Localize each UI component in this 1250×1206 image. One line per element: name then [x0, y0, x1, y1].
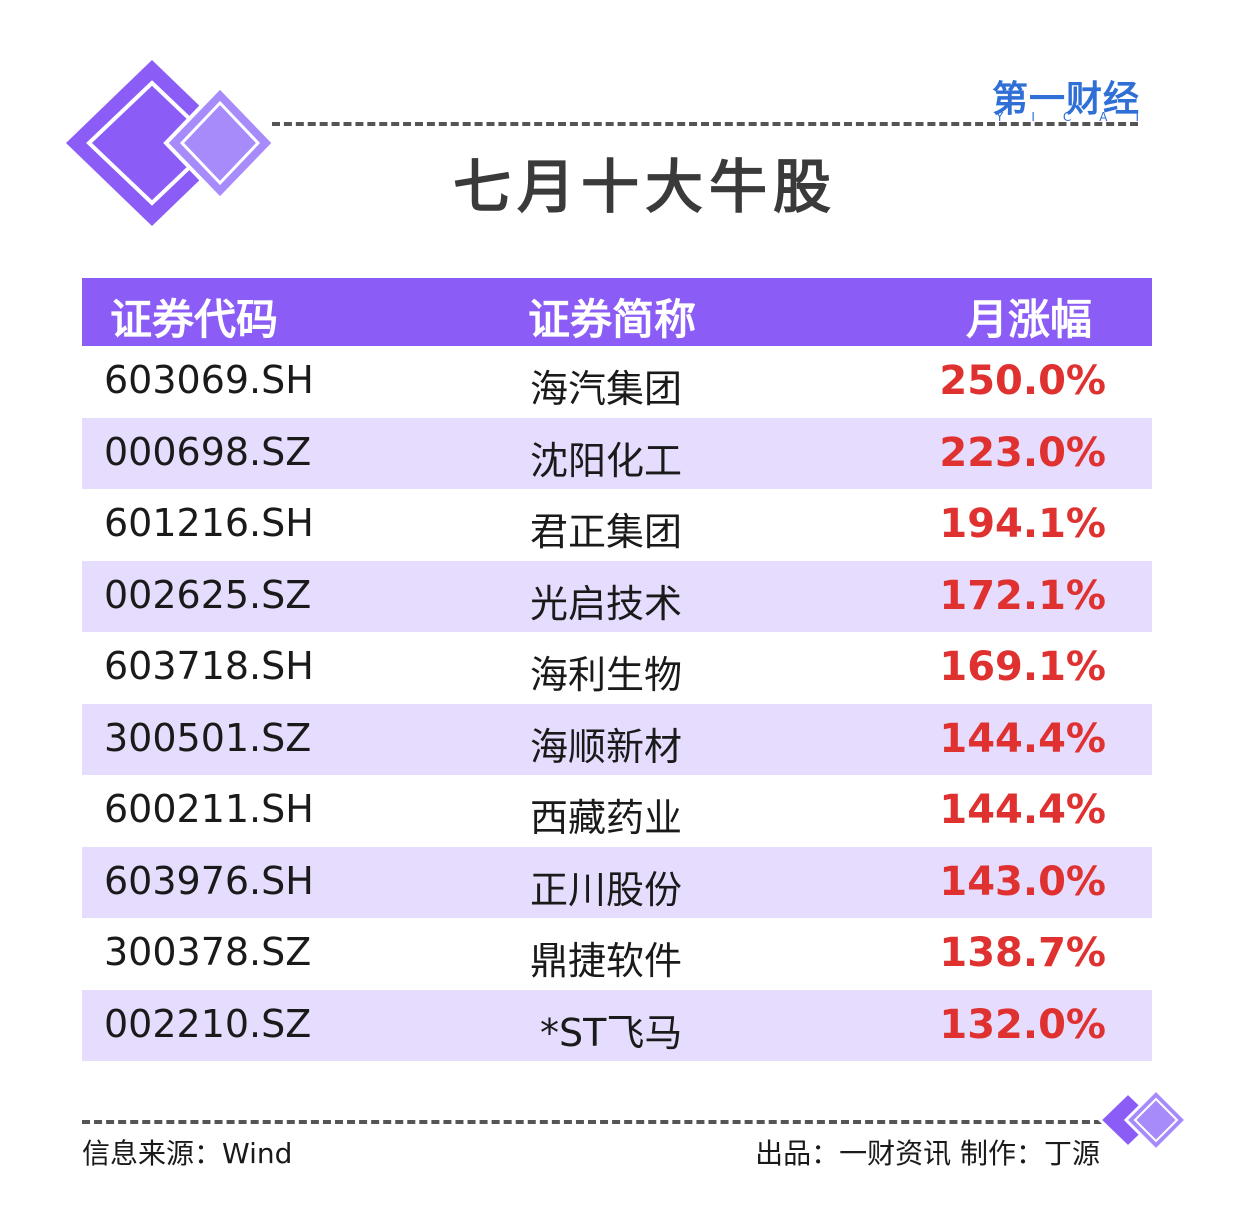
logo-en-text: YICAI: [996, 110, 1167, 124]
table-row: 601216.SH 君正集团 194.1%: [82, 489, 1152, 561]
row-name: 海汽集团: [530, 367, 683, 411]
header-name: 证券简称: [528, 295, 697, 344]
row-name: 西藏药业: [530, 796, 683, 840]
row-name: *ST飞马: [540, 1010, 683, 1055]
row-name: 君正集团: [530, 510, 683, 554]
diamond-decoration-icon: [66, 60, 277, 226]
logo-cn-text: 第一财经: [992, 79, 1141, 120]
row-change: 172.1%: [939, 572, 1106, 619]
row-change: 144.4%: [939, 715, 1106, 762]
row-name: 正川股份: [530, 867, 683, 912]
row-name: 海顺新材: [530, 724, 683, 769]
row-code: 603976.SH: [104, 858, 314, 903]
bottom-divider: [82, 1120, 1102, 1124]
top-divider: [272, 122, 1138, 126]
row-change: 138.7%: [939, 930, 1106, 976]
row-change: 143.0%: [939, 858, 1106, 905]
row-change: 250.0%: [939, 358, 1106, 404]
row-name: 海利生物: [530, 653, 683, 697]
table-header: 证券代码 证券简称 月涨幅: [82, 278, 1152, 346]
row-name: 光启技术: [530, 581, 683, 626]
row-change: 169.1%: [939, 644, 1106, 690]
row-code: 603069.SH: [104, 358, 314, 402]
table-row: 600211.SH 西藏药业 144.4%: [82, 775, 1152, 847]
row-code: 300378.SZ: [104, 930, 312, 974]
row-name: 沈阳化工: [530, 438, 683, 483]
table-row: 603718.SH 海利生物 169.1%: [82, 632, 1152, 704]
page-title: 七月十大牛股: [452, 153, 837, 221]
row-code: 002625.SZ: [104, 572, 312, 617]
row-change: 194.1%: [939, 501, 1106, 547]
table-row: 300378.SZ 鼎捷软件 138.7%: [82, 918, 1152, 990]
row-change: 132.0%: [939, 1001, 1106, 1048]
table-row: 603069.SH 海汽集团 250.0%: [82, 346, 1152, 418]
credit-text: 出品：一财资讯 制作：丁源: [755, 1137, 1100, 1170]
table-row: 603976.SH 正川股份 143.0%: [82, 846, 1152, 918]
table-row: 300501.SZ 海顺新材 144.4%: [82, 703, 1152, 775]
yicai-logo: 第一财经 YICAI: [992, 70, 1142, 130]
row-code: 603718.SH: [104, 644, 314, 688]
table-row: 000698.SZ 沈阳化工 223.0%: [82, 417, 1152, 489]
source-text: 信息来源：Wind: [82, 1137, 293, 1170]
row-code: 002210.SZ: [104, 1001, 312, 1046]
row-change: 144.4%: [939, 787, 1106, 833]
row-code: 300501.SZ: [104, 715, 312, 760]
row-code: 600211.SH: [104, 787, 314, 831]
row-change: 223.0%: [939, 429, 1106, 476]
row-code: 601216.SH: [104, 501, 314, 545]
diamond-decoration-icon: [1098, 1087, 1189, 1153]
table-row: 002625.SZ 光启技术 172.1%: [82, 560, 1152, 632]
header-change: 月涨幅: [965, 295, 1092, 344]
table-row: 002210.SZ *ST飞马 132.0%: [82, 989, 1152, 1061]
row-name: 鼎捷软件: [530, 939, 683, 983]
stock-table: 证券代码 证券简称 月涨幅 603069.SH 海汽集团 250.0% 0006…: [82, 278, 1152, 1061]
row-code: 000698.SZ: [104, 429, 312, 474]
header-code: 证券代码: [110, 295, 279, 344]
